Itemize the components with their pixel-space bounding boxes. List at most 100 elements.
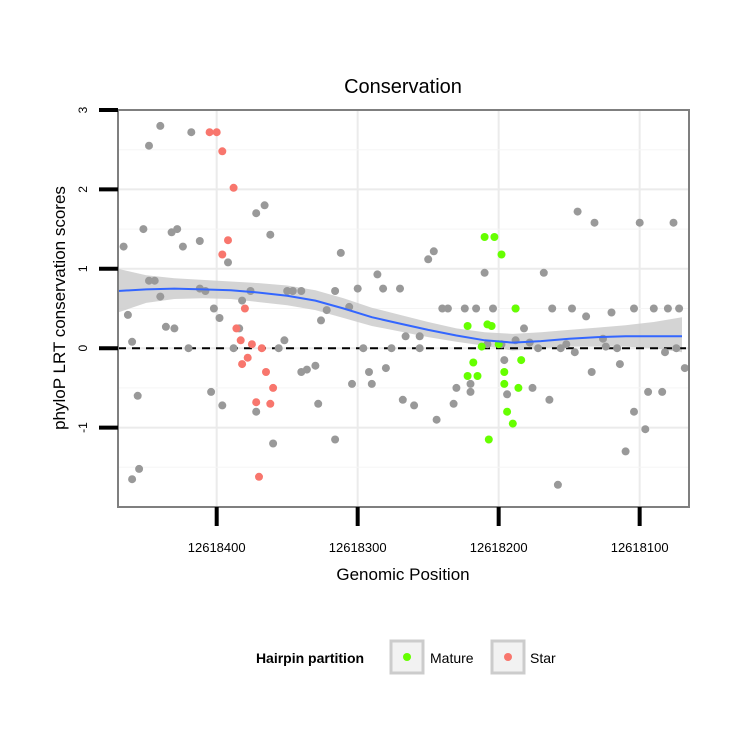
point-other — [336, 248, 345, 257]
point-other — [630, 407, 638, 416]
point-other — [398, 395, 407, 404]
point-other — [401, 332, 410, 341]
legend-dot-mature — [403, 653, 411, 661]
point-other — [297, 368, 306, 376]
point-other — [500, 356, 509, 365]
point-other — [331, 287, 340, 295]
point-other — [170, 324, 179, 333]
point-other — [379, 284, 388, 293]
point-other — [432, 415, 441, 424]
point-other — [528, 383, 537, 392]
x-tick-label: 12618100 — [611, 540, 669, 555]
point-other — [663, 304, 672, 313]
point-other — [260, 201, 269, 210]
point-other — [150, 276, 159, 285]
point-mature — [500, 379, 509, 388]
smooth-confidence-ribbon — [118, 268, 682, 353]
point-other — [173, 225, 182, 234]
point-mature — [517, 356, 526, 365]
point-other — [672, 344, 681, 353]
point-other — [607, 308, 616, 317]
point-other — [348, 379, 356, 388]
point-mature — [508, 419, 517, 428]
point-mature — [483, 320, 492, 329]
point-other — [452, 383, 461, 392]
point-other — [466, 379, 475, 388]
point-other — [443, 304, 452, 313]
point-other — [621, 447, 630, 456]
point-other — [224, 258, 232, 267]
legend-title: Hairpin partition — [256, 650, 364, 666]
point-other — [534, 344, 543, 353]
y-axis-label: phyloP LRT conservation scores — [50, 186, 69, 430]
point-other — [553, 480, 562, 489]
axes: -1 0 1 2 3 12618400 12618300 12618200 12618100 — [76, 106, 669, 555]
point-other — [545, 395, 554, 404]
point-other — [415, 332, 424, 341]
point-other — [520, 324, 528, 333]
point-star — [262, 368, 270, 376]
smooth-line-layer — [117, 287, 682, 344]
point-star — [218, 147, 227, 156]
point-star — [205, 128, 214, 137]
point-other — [568, 304, 576, 313]
x-tick-label: 12618200 — [470, 540, 528, 555]
point-other — [195, 237, 204, 245]
point-other — [649, 304, 658, 313]
y-tick-label: 1 — [76, 265, 90, 272]
point-other — [438, 304, 447, 313]
point-other — [145, 141, 153, 150]
point-other — [317, 316, 325, 325]
y-tick-label: 3 — [76, 106, 90, 113]
point-other — [472, 304, 481, 313]
point-other — [269, 439, 278, 448]
point-mature — [500, 368, 509, 376]
point-other — [675, 304, 684, 313]
y-tick-label: 2 — [76, 186, 90, 193]
point-star — [252, 398, 261, 407]
point-other — [288, 287, 297, 295]
point-other — [139, 225, 148, 234]
point-other — [266, 230, 275, 239]
point-other — [178, 242, 187, 251]
point-other — [387, 344, 396, 353]
point-mature — [484, 435, 493, 444]
x-axis-label: Genomic Position — [336, 565, 469, 584]
y-tick-label: 0 — [76, 345, 90, 352]
point-other — [331, 435, 340, 444]
point-other — [274, 344, 283, 353]
point-other — [297, 287, 306, 295]
point-star — [238, 360, 247, 369]
point-other — [381, 364, 390, 373]
point-star — [236, 336, 245, 345]
point-star — [257, 344, 266, 353]
point-other — [669, 218, 678, 227]
point-other — [161, 322, 170, 331]
point-other — [135, 464, 144, 473]
point-other — [449, 399, 458, 408]
point-other — [314, 399, 323, 408]
point-other — [644, 387, 653, 396]
point-star — [240, 304, 249, 313]
grid-lines — [118, 109, 689, 507]
point-other — [209, 304, 218, 313]
point-other — [582, 312, 591, 321]
point-other — [133, 391, 142, 400]
point-other — [367, 379, 376, 388]
point-other — [570, 348, 579, 357]
point-other — [635, 218, 644, 227]
point-other — [396, 284, 404, 293]
point-other — [410, 401, 419, 410]
point-star — [224, 236, 232, 245]
point-other — [641, 425, 650, 434]
point-other — [322, 306, 331, 315]
point-other — [429, 247, 438, 256]
point-other — [119, 242, 128, 251]
point-other — [252, 209, 261, 218]
point-other — [311, 361, 320, 370]
point-other — [556, 344, 565, 353]
smooth-trend-line — [117, 287, 682, 344]
legend-label-star: Star — [530, 650, 556, 666]
